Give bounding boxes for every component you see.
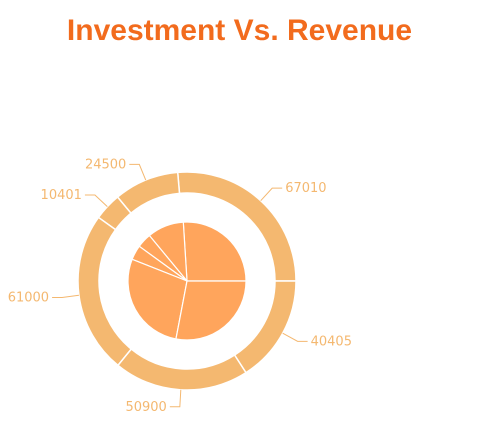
data-label: 10401 — [41, 188, 82, 203]
data-label: 61000 — [8, 290, 49, 305]
label-leader-line — [169, 389, 182, 408]
outer-ring — [77, 171, 297, 391]
data-label: 24500 — [85, 157, 126, 172]
inner-pie-slice[interactable] — [127, 258, 188, 340]
data-labels: 67010 24500 10401 61000 50900 40405 — [8, 157, 352, 414]
inner-pie-slice[interactable] — [175, 280, 247, 341]
label-leader-line — [260, 187, 283, 202]
outer-ring-segment[interactable] — [233, 280, 297, 374]
outer-ring-segment[interactable] — [77, 216, 133, 367]
data-label: 67010 — [285, 181, 326, 196]
outer-ring-segment[interactable] — [116, 348, 248, 391]
label-leader-line — [282, 332, 308, 342]
data-label: 40405 — [311, 334, 352, 349]
inner-pie-slice[interactable] — [182, 221, 247, 282]
label-leader-line — [129, 163, 147, 181]
label-leader-line — [84, 194, 108, 207]
label-leader-line — [52, 294, 80, 298]
data-label: 50900 — [125, 400, 166, 415]
chart-title: Investment Vs. Revenue — [66, 14, 413, 47]
inner-pie — [127, 221, 247, 341]
